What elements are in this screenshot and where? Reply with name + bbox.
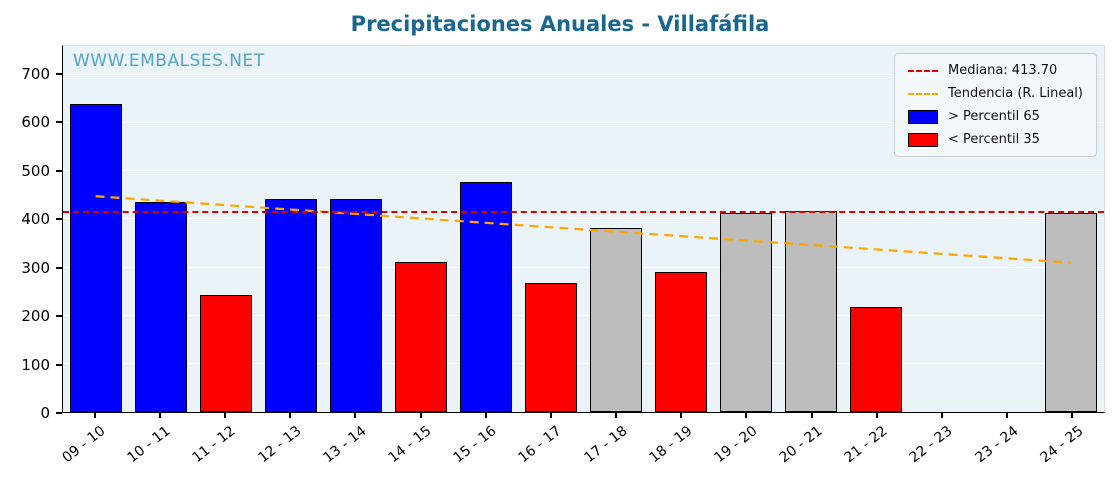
x-tick-label: 09 - 10 [59,423,109,467]
gridline [63,218,1104,220]
bar-10-11 [134,201,187,412]
y-tick-mark [56,121,62,124]
y-axis: 0 100 200 300 400 500 600 700 [0,45,62,422]
gridline [63,73,1104,75]
gridline [63,314,1104,316]
x-tick-label: 17 - 18 [581,423,630,467]
bar-18-19 [655,272,708,412]
bar-19-20 [720,213,773,412]
y-tick-label: 400 [21,210,50,229]
x-tick-mark [158,413,161,418]
y-tick-label: 300 [21,258,50,277]
y-tick-mark [56,363,62,366]
median-line-swatch [908,69,939,72]
percentil-65-swatch [908,109,939,124]
legend-entry-median: Mediana: 413.70 [908,63,1083,78]
bar-17-18 [590,228,643,412]
legend-entry-trend: Tendencia (R. Lineal) [908,86,1083,101]
x-tick-mark [680,413,683,418]
y-tick-label: 200 [21,307,50,326]
x-tick-label: 15 - 16 [450,423,500,467]
x-tick-label: 10 - 11 [124,423,174,467]
x-tick-label: 14 - 15 [385,423,435,467]
x-axis: 09 - 10 10 - 11 11 - 12 12 - 13 13 - 14 14 - … [59,413,1105,493]
bar-20-21 [785,211,838,412]
bar-15-16 [459,181,512,412]
bar-16-17 [524,282,577,412]
y-tick-label: 700 [21,65,50,84]
bar-13-14 [329,198,382,412]
y-tick-label: 0 [40,404,50,422]
x-tick-mark [93,413,96,418]
x-tick-label: 22 - 23 [906,423,956,467]
x-tick-mark [745,413,748,418]
x-tick-mark [1071,413,1074,418]
bar-24-25 [1045,212,1098,412]
median-line [63,210,1104,213]
x-tick-mark [810,413,813,418]
gridline [63,122,1104,124]
bar-09-10 [69,103,122,412]
legend-entry-percentil-65: > Percentil 65 [908,109,1083,124]
x-tick-mark [1006,413,1009,418]
x-tick-mark [875,413,878,418]
y-tick-mark [56,169,62,172]
x-tick-label: 12 - 13 [255,423,305,467]
bar-21-22 [850,306,903,412]
bar-14-15 [394,262,447,412]
trend-line-segment [95,195,1072,264]
gridline [63,170,1104,172]
gridline [63,266,1104,268]
legend-entry-percentil-35: < Percentil 35 [908,132,1083,147]
x-tick-label: 16 - 17 [515,423,565,467]
x-tick-label: 18 - 19 [646,423,696,467]
plot-area: WWW.EMBALSES.NET Mediana: 413.70 Tendenc… [62,45,1105,413]
bar-12-13 [264,198,317,412]
x-tick-label: 21 - 22 [841,423,891,467]
y-tick-label: 100 [21,355,50,374]
x-tick-mark [419,413,422,418]
x-tick-mark [549,413,552,418]
x-tick-label: 19 - 20 [711,423,761,467]
x-tick-label: 23 - 24 [972,423,1022,467]
watermark: WWW.EMBALSES.NET [73,51,265,71]
y-tick-label: 600 [21,113,50,132]
y-tick-mark [56,315,62,318]
gridline [63,362,1104,364]
x-tick-label: 13 - 14 [320,423,370,467]
y-tick-mark [56,266,62,269]
y-tick-mark [56,73,62,76]
legend: Mediana: 413.70 Tendencia (R. Lineal) > … [894,53,1097,157]
x-tick-mark [354,413,357,418]
x-tick-mark [484,413,487,418]
legend-label-percentil-65: > Percentil 65 [948,109,1040,124]
x-tick-mark [289,413,292,418]
y-tick-mark [56,218,62,221]
x-tick-mark [615,413,618,418]
x-tick-mark [223,413,226,418]
x-tick-mark [941,413,944,418]
legend-label-percentil-35: < Percentil 35 [948,132,1040,147]
percentil-35-swatch [908,132,939,147]
legend-label-trend: Tendencia (R. Lineal) [948,86,1083,101]
x-tick-label: 11 - 12 [189,423,239,467]
x-tick-label: 24 - 25 [1037,423,1087,467]
x-tick-label: 20 - 21 [776,423,826,467]
chart-area: 0 100 200 300 400 500 600 700 WWW.EMBALSES.NET … [0,45,1120,493]
chart-title: Precipitaciones Anuales - Villafáfila [350,12,770,36]
y-tick-label: 500 [21,161,50,180]
trend-line-swatch [908,92,939,95]
bar-11-12 [199,295,252,412]
legend-label-median: Mediana: 413.70 [948,63,1058,78]
y-tick-mark [56,412,62,414]
